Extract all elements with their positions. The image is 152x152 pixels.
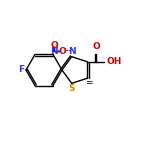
Text: S: S xyxy=(68,84,75,93)
Text: O: O xyxy=(58,47,66,56)
Text: N: N xyxy=(68,47,76,56)
Text: =: = xyxy=(85,78,92,87)
Text: N: N xyxy=(50,47,58,56)
Text: −: − xyxy=(64,48,70,54)
Text: O: O xyxy=(50,41,58,50)
Text: F: F xyxy=(18,66,24,74)
Text: +: + xyxy=(56,49,60,54)
Text: OH: OH xyxy=(106,57,122,66)
Text: O: O xyxy=(92,42,100,51)
